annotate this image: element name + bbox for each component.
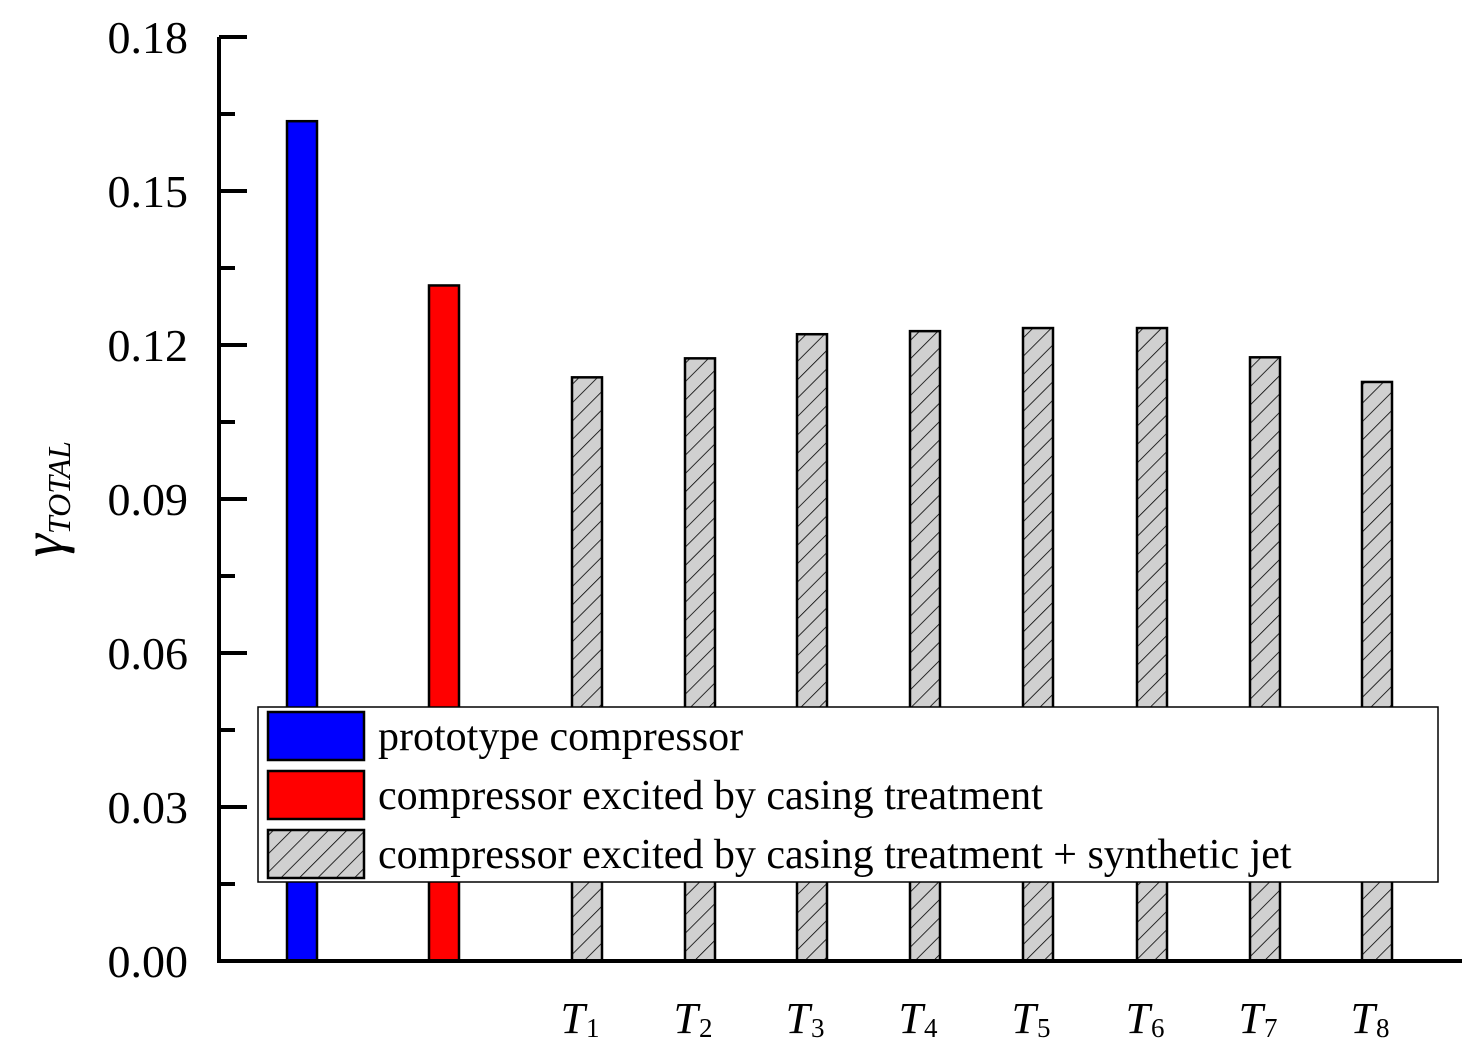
x-tick-subscript: 3 [811, 1013, 825, 1043]
x-tick-label: T1 [561, 994, 600, 1043]
legend-label: prototype compressor [378, 714, 743, 760]
legend-label: compressor excited by casing treatment +… [378, 832, 1292, 878]
legend-label: compressor excited by casing treatment [378, 773, 1043, 819]
x-tick-subscript: 2 [699, 1013, 713, 1043]
y-axis-label: γTOTAL [10, 441, 77, 557]
x-tick-label: T4 [899, 994, 938, 1043]
legend-swatch [266, 710, 366, 762]
x-tick-subscript: 7 [1264, 1013, 1278, 1043]
x-tick-subscript: 5 [1037, 1013, 1051, 1043]
y-axis-label-subscript: TOTAL [41, 441, 77, 534]
x-tick-label: T7 [1239, 994, 1278, 1043]
x-tick-label: T3 [786, 994, 825, 1043]
y-tick-label: 0.03 [108, 782, 189, 833]
legend-swatch [266, 769, 366, 821]
y-tick-label: 0.09 [108, 474, 189, 525]
y-tick-label: 0.00 [108, 936, 189, 987]
x-tick-label: T6 [1126, 994, 1165, 1043]
y-tick-label: 0.15 [108, 166, 189, 217]
x-tick-subscript: 6 [1151, 1013, 1165, 1043]
y-tick-label: 0.12 [108, 320, 189, 371]
x-tick-subscript: 4 [924, 1013, 938, 1043]
y-axis-label-symbol: γ [10, 532, 75, 557]
x-tick-label: T2 [674, 994, 713, 1043]
y-tick-label: 0.06 [108, 628, 189, 679]
x-tick-label: T8 [1351, 994, 1390, 1043]
x-tick-label: T5 [1012, 994, 1051, 1043]
y-tick-label: 0.18 [108, 12, 189, 63]
legend-box [257, 706, 1439, 883]
legend-swatch [266, 828, 366, 880]
x-tick-subscript: 1 [586, 1013, 600, 1043]
x-tick-subscript: 8 [1376, 1013, 1390, 1043]
